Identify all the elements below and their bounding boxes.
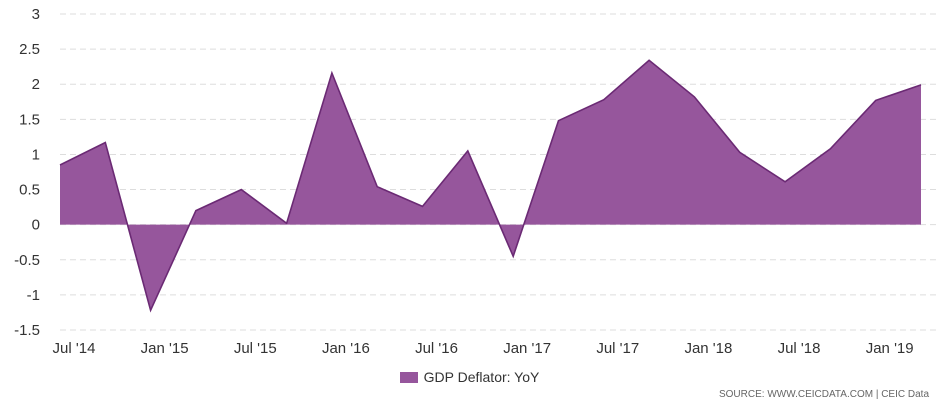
- y-tick-label: -1.5: [14, 322, 40, 339]
- data-point[interactable]: [919, 83, 923, 87]
- legend[interactable]: GDP Deflator: YoY: [0, 369, 939, 385]
- series-line: [59, 59, 922, 313]
- legend-label: GDP Deflator: YoY: [423, 369, 540, 385]
- data-point[interactable]: [420, 204, 424, 208]
- source-credit: SOURCE: WWW.CEICDATA.COM | CEIC Data: [718, 389, 929, 400]
- data-point[interactable]: [284, 221, 288, 225]
- data-point[interactable]: [828, 147, 832, 151]
- x-tick-label: Jul '16: [415, 340, 458, 357]
- data-point[interactable]: [466, 149, 470, 153]
- x-tick-label: Jan '16: [322, 340, 370, 357]
- data-point[interactable]: [148, 308, 152, 312]
- x-tick-label: Jul '14: [53, 340, 96, 357]
- series-area: [58, 58, 923, 313]
- x-tick-label: Jul '15: [234, 340, 277, 357]
- data-point[interactable]: [375, 185, 379, 189]
- y-tick-label: 1.5: [19, 111, 40, 128]
- data-point[interactable]: [103, 140, 107, 144]
- data-point[interactable]: [783, 180, 787, 184]
- x-tick-label: Jan '15: [141, 340, 189, 357]
- data-point[interactable]: [647, 58, 651, 62]
- y-tick-label: 2.5: [19, 41, 40, 58]
- y-tick-label: -0.5: [14, 252, 40, 269]
- data-point[interactable]: [511, 254, 515, 258]
- data-point[interactable]: [738, 150, 742, 154]
- data-point[interactable]: [58, 163, 62, 167]
- y-tick-label: 0.5: [19, 182, 40, 199]
- x-tick-label: Jul '18: [778, 340, 821, 357]
- data-point[interactable]: [239, 187, 243, 191]
- data-point[interactable]: [692, 95, 696, 99]
- y-tick-label: 1: [32, 146, 40, 163]
- legend-swatch: [399, 372, 418, 383]
- y-axis-ticks: 3 2.5 2 1.5 1 0.5 0 -0.5 -1 -1.5: [14, 6, 40, 339]
- y-tick-label: -1: [27, 287, 40, 304]
- data-point[interactable]: [194, 208, 198, 212]
- y-tick-label: 0: [32, 217, 40, 234]
- x-tick-label: Jan '19: [866, 340, 914, 357]
- data-point[interactable]: [556, 119, 560, 123]
- series-area-fill: [60, 60, 921, 311]
- y-tick-label: 2: [32, 76, 40, 93]
- x-axis-ticks: Jul '14 Jan '15 Jul '15 Jan '16 Jul '16 Jan '…: [53, 340, 914, 357]
- x-tick-label: Jan '18: [684, 340, 732, 357]
- x-tick-label: Jan '17: [503, 340, 551, 357]
- data-point[interactable]: [602, 98, 606, 102]
- x-tick-label: Jul '17: [596, 340, 639, 357]
- data-point[interactable]: [874, 98, 878, 102]
- data-point[interactable]: [330, 71, 334, 75]
- y-tick-label: 3: [32, 6, 40, 23]
